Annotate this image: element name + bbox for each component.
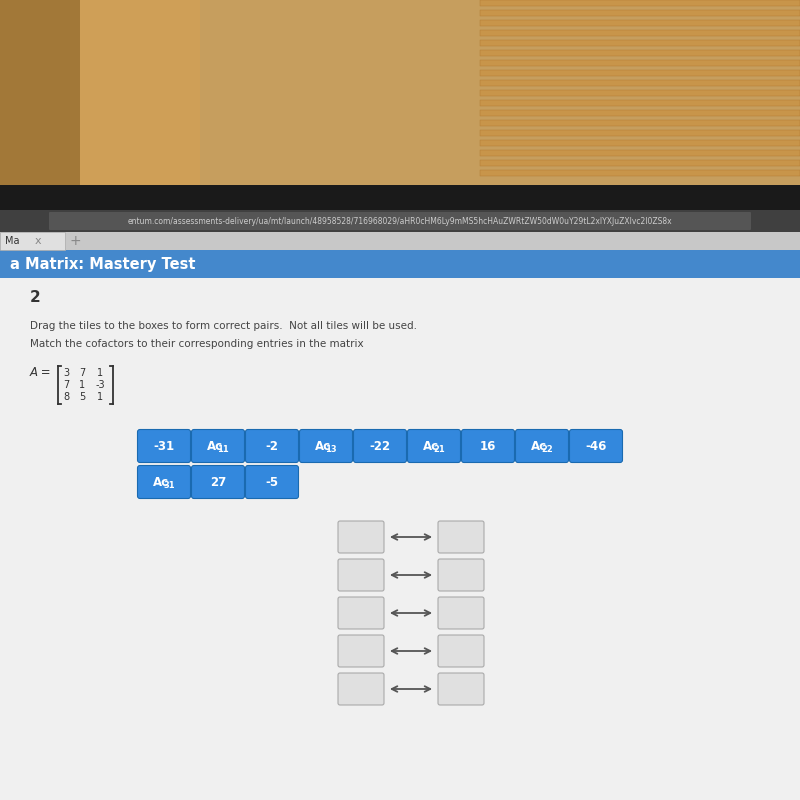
FancyBboxPatch shape [191, 466, 245, 498]
Text: 31: 31 [163, 481, 175, 490]
Text: 16: 16 [480, 439, 496, 453]
FancyBboxPatch shape [570, 430, 622, 462]
Text: -3: -3 [95, 380, 105, 390]
FancyBboxPatch shape [480, 100, 800, 106]
Text: 22: 22 [541, 445, 553, 454]
FancyBboxPatch shape [0, 210, 800, 800]
FancyBboxPatch shape [515, 430, 569, 462]
FancyBboxPatch shape [480, 50, 800, 56]
Text: 1: 1 [97, 392, 103, 402]
FancyBboxPatch shape [480, 170, 800, 176]
FancyBboxPatch shape [354, 430, 406, 462]
FancyBboxPatch shape [480, 0, 800, 6]
Text: 5: 5 [79, 392, 85, 402]
FancyBboxPatch shape [480, 140, 800, 146]
FancyBboxPatch shape [438, 597, 484, 629]
FancyBboxPatch shape [246, 430, 298, 462]
FancyBboxPatch shape [480, 30, 800, 36]
FancyBboxPatch shape [49, 212, 751, 230]
FancyBboxPatch shape [138, 466, 190, 498]
FancyBboxPatch shape [138, 430, 190, 462]
Text: 1: 1 [79, 380, 85, 390]
FancyBboxPatch shape [0, 232, 800, 250]
FancyBboxPatch shape [480, 120, 800, 126]
FancyBboxPatch shape [0, 210, 800, 232]
Text: -5: -5 [266, 475, 278, 489]
Text: 13: 13 [325, 445, 337, 454]
Text: a Matrix: Mastery Test: a Matrix: Mastery Test [10, 257, 195, 271]
FancyBboxPatch shape [0, 232, 65, 250]
FancyBboxPatch shape [438, 673, 484, 705]
FancyBboxPatch shape [480, 70, 800, 76]
Text: 11: 11 [217, 445, 229, 454]
FancyBboxPatch shape [299, 430, 353, 462]
Text: -22: -22 [370, 439, 390, 453]
FancyBboxPatch shape [480, 110, 800, 116]
Text: 7: 7 [79, 368, 85, 378]
FancyBboxPatch shape [438, 521, 484, 553]
FancyBboxPatch shape [480, 20, 800, 26]
Text: 2: 2 [30, 290, 41, 306]
Text: 27: 27 [210, 475, 226, 489]
Text: A =: A = [30, 366, 55, 379]
Text: Match the cofactors to their corresponding entries in the matrix: Match the cofactors to their correspondi… [30, 339, 364, 349]
FancyBboxPatch shape [438, 635, 484, 667]
FancyBboxPatch shape [338, 521, 384, 553]
Text: 21: 21 [433, 445, 445, 454]
FancyBboxPatch shape [0, 0, 80, 185]
FancyBboxPatch shape [480, 150, 800, 156]
Text: Ac: Ac [531, 439, 547, 453]
Text: Ac: Ac [315, 439, 331, 453]
FancyBboxPatch shape [480, 130, 800, 136]
FancyBboxPatch shape [0, 185, 800, 210]
Text: x: x [34, 236, 42, 246]
FancyBboxPatch shape [0, 250, 800, 278]
FancyBboxPatch shape [246, 466, 298, 498]
Text: Ac: Ac [423, 439, 439, 453]
FancyBboxPatch shape [480, 80, 800, 86]
Text: Ma: Ma [5, 236, 19, 246]
FancyBboxPatch shape [480, 10, 800, 16]
FancyBboxPatch shape [480, 160, 800, 166]
Text: -31: -31 [154, 439, 174, 453]
Text: Drag the tiles to the boxes to form correct pairs.  Not all tiles will be used.: Drag the tiles to the boxes to form corr… [30, 321, 417, 331]
Text: 3: 3 [63, 368, 69, 378]
Text: -46: -46 [586, 439, 606, 453]
FancyBboxPatch shape [407, 430, 461, 462]
FancyBboxPatch shape [80, 0, 200, 185]
FancyBboxPatch shape [480, 40, 800, 46]
FancyBboxPatch shape [191, 430, 245, 462]
FancyBboxPatch shape [462, 430, 514, 462]
FancyBboxPatch shape [338, 597, 384, 629]
FancyBboxPatch shape [480, 60, 800, 66]
FancyBboxPatch shape [338, 559, 384, 591]
FancyBboxPatch shape [438, 559, 484, 591]
Text: 7: 7 [63, 380, 69, 390]
Text: 1: 1 [97, 368, 103, 378]
FancyBboxPatch shape [338, 635, 384, 667]
Text: Ac: Ac [153, 475, 169, 489]
Text: Ac: Ac [207, 439, 223, 453]
Text: 8: 8 [63, 392, 69, 402]
Text: entum.com/assessments-delivery/ua/mt/launch/48958528/716968029/aHR0cHM6Ly9mMS5hc: entum.com/assessments-delivery/ua/mt/lau… [128, 217, 672, 226]
Text: +: + [69, 234, 81, 248]
Text: -2: -2 [266, 439, 278, 453]
FancyBboxPatch shape [338, 673, 384, 705]
FancyBboxPatch shape [0, 278, 800, 800]
FancyBboxPatch shape [480, 90, 800, 96]
